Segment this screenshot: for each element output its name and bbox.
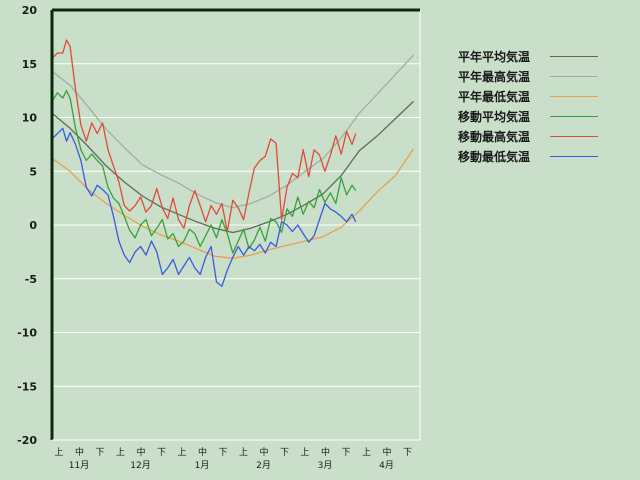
legend-label: 移動平均気温 — [458, 109, 531, 124]
legend-label: 平年最低気温 — [458, 89, 531, 104]
y-tick-label: 10 — [22, 112, 38, 125]
legend-item: 平年最高気温 — [458, 66, 598, 86]
x-month-label: 12月 — [130, 460, 150, 471]
x-dekad-label: 上 — [362, 447, 371, 458]
x-dekad-label: 上 — [116, 447, 125, 458]
series-line-5 — [51, 127, 357, 287]
y-tick-label: 15 — [22, 58, 37, 71]
series-line-1 — [51, 54, 414, 209]
legend-item: 移動最低気温 — [458, 146, 598, 166]
legend-label: 移動最低気温 — [458, 149, 531, 164]
x-dekad-label: 中 — [321, 446, 330, 458]
series-line-0 — [51, 100, 414, 234]
x-dekad-label: 下 — [157, 448, 166, 458]
x-dekad-label: 下 — [95, 448, 104, 458]
x-dekad-label: 中 — [382, 446, 391, 458]
legend-item: 移動最高気温 — [458, 126, 598, 146]
chart-tick-labels: 20151050-5-10-15-20上中下上中下上中下上中下上中下上中下11月… — [17, 4, 412, 471]
x-dekad-label: 上 — [239, 447, 248, 458]
x-dekad-label: 上 — [54, 447, 63, 458]
y-tick-label: -20 — [17, 434, 37, 447]
x-month-label: 3月 — [318, 460, 333, 471]
x-dekad-label: 下 — [341, 448, 350, 458]
legend-swatch — [550, 95, 598, 97]
series-line-3 — [51, 89, 357, 254]
legend-item: 平年最低気温 — [458, 86, 598, 106]
legend-swatch — [550, 75, 598, 77]
chart-legend: 平年平均気温 平年最高気温 平年最低気温 移動平均気温 移動最高気温 移動最低気温 — [458, 46, 598, 166]
x-dekad-label: 中 — [198, 446, 207, 458]
x-dekad-label: 上 — [300, 447, 309, 458]
legend-label: 平年平均気温 — [458, 49, 531, 64]
chart-grid — [52, 9, 421, 440]
y-tick-label: -15 — [17, 380, 37, 393]
legend-swatch — [550, 135, 598, 137]
chart-axes — [50, 8, 420, 441]
x-dekad-label: 下 — [280, 448, 289, 458]
x-month-label: 4月 — [379, 460, 394, 471]
legend-item: 移動平均気温 — [458, 106, 598, 126]
x-month-label: 2月 — [256, 460, 271, 471]
x-dekad-label: 下 — [403, 448, 412, 458]
x-dekad-label: 上 — [177, 447, 186, 458]
x-month-label: 1月 — [195, 460, 210, 471]
legend-item: 平年平均気温 — [458, 46, 598, 66]
y-tick-label: 20 — [22, 4, 38, 17]
chart-series-group — [51, 39, 415, 287]
legend-swatch — [550, 155, 598, 157]
series-line-4 — [51, 39, 357, 233]
y-tick-label: 5 — [29, 165, 37, 178]
x-dekad-label: 中 — [136, 446, 145, 458]
legend-label: 移動最高気温 — [458, 129, 531, 144]
x-dekad-label: 下 — [218, 448, 227, 458]
x-month-label: 11月 — [69, 460, 89, 471]
y-tick-label: 0 — [29, 219, 37, 232]
legend-swatch — [550, 115, 598, 117]
legend-label: 平年最高気温 — [458, 69, 531, 84]
x-dekad-label: 中 — [259, 446, 268, 458]
y-tick-label: -10 — [17, 327, 37, 340]
y-tick-label: -5 — [25, 273, 37, 286]
legend-swatch — [550, 55, 598, 57]
x-dekad-label: 中 — [75, 446, 84, 458]
